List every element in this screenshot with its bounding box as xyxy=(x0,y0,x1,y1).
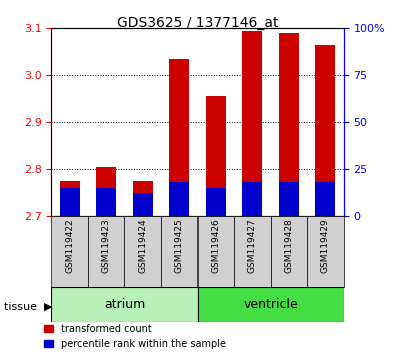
Text: ventricle: ventricle xyxy=(243,298,298,311)
Text: GSM119428: GSM119428 xyxy=(284,218,293,273)
Bar xyxy=(242,31,262,216)
Text: GDS3625 / 1377146_at: GDS3625 / 1377146_at xyxy=(117,16,278,30)
Text: GSM119424: GSM119424 xyxy=(138,218,147,273)
Text: GSM119423: GSM119423 xyxy=(102,218,111,273)
Bar xyxy=(51,216,88,287)
Bar xyxy=(169,59,189,216)
Bar xyxy=(88,216,124,287)
Text: GSM119429: GSM119429 xyxy=(321,218,330,273)
Bar xyxy=(60,188,80,216)
Text: GSM119426: GSM119426 xyxy=(211,218,220,273)
Bar xyxy=(279,33,299,216)
Text: GSM119427: GSM119427 xyxy=(248,218,257,273)
Bar xyxy=(206,188,226,216)
Bar xyxy=(206,96,226,216)
Text: GSM119425: GSM119425 xyxy=(175,218,184,273)
Text: atrium: atrium xyxy=(104,298,145,311)
Bar xyxy=(315,182,335,216)
Bar xyxy=(133,181,153,216)
Bar xyxy=(60,181,80,216)
Bar xyxy=(234,216,271,287)
Text: GSM119422: GSM119422 xyxy=(65,218,74,273)
Bar xyxy=(242,182,262,216)
Bar xyxy=(315,45,335,216)
Bar xyxy=(96,167,116,216)
Bar xyxy=(198,287,344,322)
Bar xyxy=(96,188,116,216)
Legend: transformed count, percentile rank within the sample: transformed count, percentile rank withi… xyxy=(44,324,226,349)
Bar xyxy=(124,216,161,287)
Bar xyxy=(271,216,307,287)
Bar xyxy=(51,287,198,322)
Bar xyxy=(307,216,344,287)
Bar xyxy=(161,216,198,287)
Bar xyxy=(279,182,299,216)
Bar xyxy=(133,193,153,216)
Bar xyxy=(198,216,234,287)
Bar xyxy=(169,182,189,216)
Text: tissue  ▶: tissue ▶ xyxy=(4,301,53,311)
